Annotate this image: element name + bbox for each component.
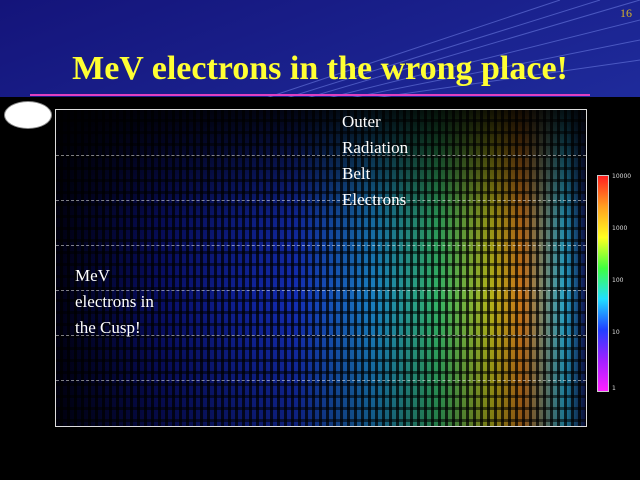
annotation-line: Electrons	[342, 190, 407, 209]
annotation: MeV electrons in the Cusp!	[75, 263, 154, 341]
grid-line	[56, 380, 586, 381]
annotation-line: Outer	[342, 112, 381, 131]
grid-line	[56, 200, 586, 201]
colorbar	[597, 175, 609, 392]
slide-number: 16	[620, 6, 632, 20]
grid-line	[56, 290, 586, 291]
annotation-line: MeV	[75, 266, 110, 285]
colorbar-label: 1	[612, 385, 616, 392]
spectrogram	[55, 109, 587, 427]
spectrogram-figure: 10000 1000 100 10 1	[0, 97, 640, 480]
annotation-line: electrons in	[75, 292, 154, 311]
annotation-line: Radiation	[342, 138, 409, 157]
slide-title: MeV electrons in the wrong place!	[72, 50, 568, 87]
annotation-line: Belt	[342, 164, 371, 183]
logo	[4, 101, 52, 129]
grid-line	[56, 155, 586, 156]
annotation-line: the Cusp!	[75, 318, 141, 337]
annotation: Outer Radiation Belt Electrons	[342, 109, 408, 213]
colorbar-label: 1000	[612, 225, 628, 232]
colorbar-label: 10000	[612, 173, 632, 180]
colorbar-label: 10	[612, 329, 620, 336]
title-rule	[30, 94, 590, 96]
grid-line	[56, 245, 586, 246]
grid-line	[56, 335, 586, 336]
colorbar-label: 100	[612, 277, 624, 284]
background-rays	[259, 0, 640, 100]
